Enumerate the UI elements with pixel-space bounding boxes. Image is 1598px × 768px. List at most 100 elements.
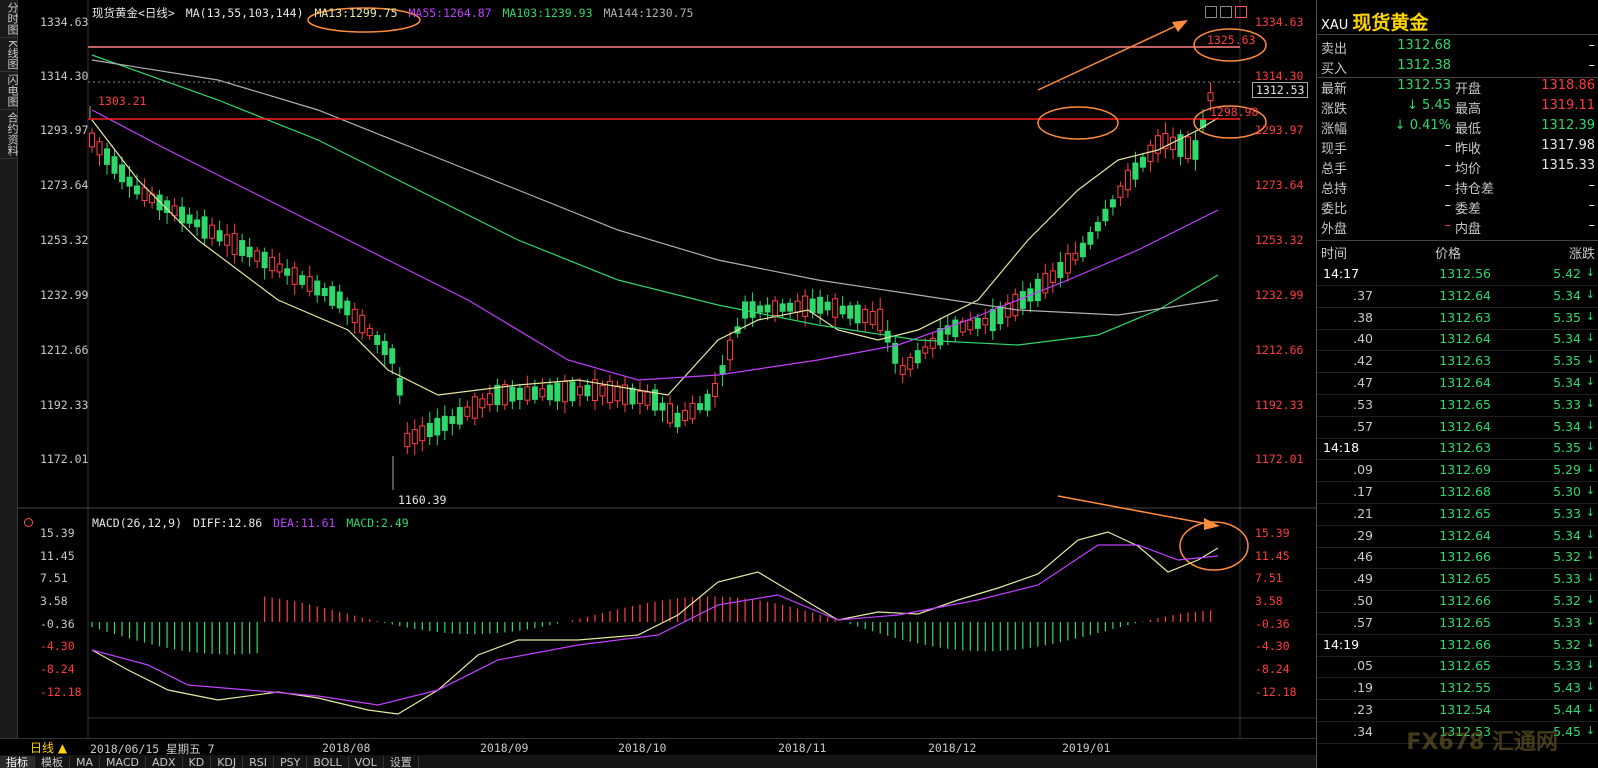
macd-right-tick: -0.36 xyxy=(1255,617,1290,631)
tick-row: 14:17 1312.56 5.42 ↓ xyxy=(1317,266,1598,286)
indicator-tab-6[interactable]: KDJ xyxy=(211,756,244,768)
candle xyxy=(1094,216,1101,239)
quote-row: 现手 – 昨收 1317.98 xyxy=(1321,138,1595,157)
down-arrow-icon: ↓ xyxy=(1585,353,1595,367)
tick-row: .49 1312.65 5.33 ↓ xyxy=(1317,571,1598,592)
indicator-tab-10[interactable]: VOL xyxy=(349,756,384,768)
candle xyxy=(329,281,336,310)
indicator-tab-8[interactable]: PSY xyxy=(274,756,308,768)
candle xyxy=(824,294,831,316)
dea-line xyxy=(91,544,1219,706)
indicator-tab-5[interactable]: KD xyxy=(183,756,212,768)
candle xyxy=(186,207,193,228)
kline-chart[interactable] xyxy=(18,0,1316,738)
price-left-tick: 1253.32 xyxy=(40,233,89,247)
ma55-value: MA55:1264.87 xyxy=(408,6,492,20)
x-date-label: 2018/08 xyxy=(322,741,371,755)
candle xyxy=(922,337,929,360)
candle xyxy=(787,298,794,319)
candle xyxy=(952,315,959,343)
quote-row: 买入 1312.38– xyxy=(1321,58,1595,77)
high-price-label: 1303.21 xyxy=(98,94,147,108)
candle xyxy=(381,333,388,366)
price-left-tick: 1314.30 xyxy=(40,69,89,83)
period-selector[interactable]: 日线 ▲ xyxy=(30,741,68,755)
tab-timeshare[interactable]: 分时图 xyxy=(0,0,19,38)
candle xyxy=(239,233,246,263)
tick-row: .46 1312.66 5.32 ↓ xyxy=(1317,549,1598,570)
candle xyxy=(509,380,516,410)
candle xyxy=(877,297,884,337)
tick-row: .38 1312.63 5.35 ↓ xyxy=(1317,310,1598,330)
candle xyxy=(892,336,899,374)
quote-panel: XAU 现货黄金 卖出 1312.68– 买入 1312.38– 最新 1312.53 开盘 1… xyxy=(1316,0,1598,768)
x-date-label: 2018/11 xyxy=(778,741,827,755)
down-arrow-icon: ↓ xyxy=(1585,658,1595,672)
candle xyxy=(231,223,238,264)
candle xyxy=(1162,122,1169,159)
candle xyxy=(224,223,231,257)
candle xyxy=(524,375,531,406)
candle xyxy=(246,237,253,267)
x-date-label: 2019/01 xyxy=(1062,741,1111,755)
candle xyxy=(1139,152,1146,173)
indicator-tab-4[interactable]: ADX xyxy=(146,756,183,768)
macd-right-tick: -4.30 xyxy=(1255,639,1290,653)
macd-right-tick: 3.58 xyxy=(1255,594,1283,608)
indicator-settings-icon[interactable] xyxy=(24,518,33,527)
candle xyxy=(584,378,591,402)
candle xyxy=(712,371,719,408)
candle xyxy=(1027,282,1034,313)
tick-row: 14:18 1312.63 5.35 ↓ xyxy=(1317,440,1598,461)
macd-right-tick: -12.18 xyxy=(1255,685,1297,699)
tick-row: .53 1312.65 5.33 ↓ xyxy=(1317,397,1598,417)
candle xyxy=(441,405,448,441)
macd-right-tick: 11.45 xyxy=(1255,549,1290,563)
candle xyxy=(929,332,936,359)
candle xyxy=(96,137,103,166)
bottom-bar: 日线 ▲ 2018/06/15 星期五 7 2018/08 2018/09 2018… xyxy=(0,738,1316,768)
price-left-tick: 1334.63 xyxy=(40,15,89,29)
split-icon[interactable] xyxy=(1220,6,1232,18)
symbol-code: XAU xyxy=(1321,18,1349,33)
candle xyxy=(269,248,276,279)
down-arrow-icon: ↓ xyxy=(1585,571,1595,585)
indicator-tabs: 指标 模板 MA MACD ADX KD KDJ RSI PSY BOLL VOL 设置 xyxy=(0,755,1316,768)
indicator-tab-7[interactable]: RSI xyxy=(243,756,275,768)
indicator-tab-3[interactable]: MACD xyxy=(100,756,146,768)
tab-kline[interactable]: K线图 xyxy=(0,38,19,73)
tab-contract-info[interactable]: 合约资料 xyxy=(0,110,19,160)
tick-row: .23 1312.54 5.44 ↓ xyxy=(1317,702,1598,722)
price-right-tick: 1212.66 xyxy=(1255,343,1304,357)
indicator-tab-1[interactable]: 模板 xyxy=(35,756,70,768)
layout-icon[interactable] xyxy=(1205,6,1217,18)
candle xyxy=(486,384,493,412)
candle xyxy=(727,331,734,372)
indicator-tab-9[interactable]: BOLL xyxy=(307,756,349,768)
indicator-tab-11[interactable]: 设置 xyxy=(384,756,419,768)
tick-row: .47 1312.64 5.34 ↓ xyxy=(1317,375,1598,395)
candle xyxy=(209,217,216,246)
candle xyxy=(794,293,801,321)
candle xyxy=(621,376,628,413)
quote-row: 委比 – 委差 – xyxy=(1321,198,1595,217)
candle xyxy=(351,302,358,335)
candle xyxy=(366,323,373,341)
macd-left-tick: -4.30 xyxy=(40,639,75,653)
candle xyxy=(321,282,328,302)
quote-row: 总持 – 持仓差 – xyxy=(1321,178,1595,197)
price-right-tick: 1334.63 xyxy=(1255,15,1304,29)
down-arrow-icon: ↓ xyxy=(1585,462,1595,476)
indicator-tab-0[interactable]: 指标 xyxy=(0,756,35,768)
tab-flash[interactable]: 闪电图 xyxy=(0,72,19,111)
macd-left-tick: 7.51 xyxy=(40,571,68,585)
ticks-header: 时间 价格 涨跌 xyxy=(1321,247,1595,262)
candle xyxy=(1132,151,1139,188)
candle xyxy=(899,357,906,384)
tick-row: .19 1312.55 5.43 ↓ xyxy=(1317,680,1598,701)
peak-highlight xyxy=(1193,28,1267,62)
close-icon[interactable] xyxy=(1235,6,1247,18)
candle xyxy=(554,377,561,410)
candle xyxy=(141,178,148,207)
indicator-tab-2[interactable]: MA xyxy=(70,756,101,768)
